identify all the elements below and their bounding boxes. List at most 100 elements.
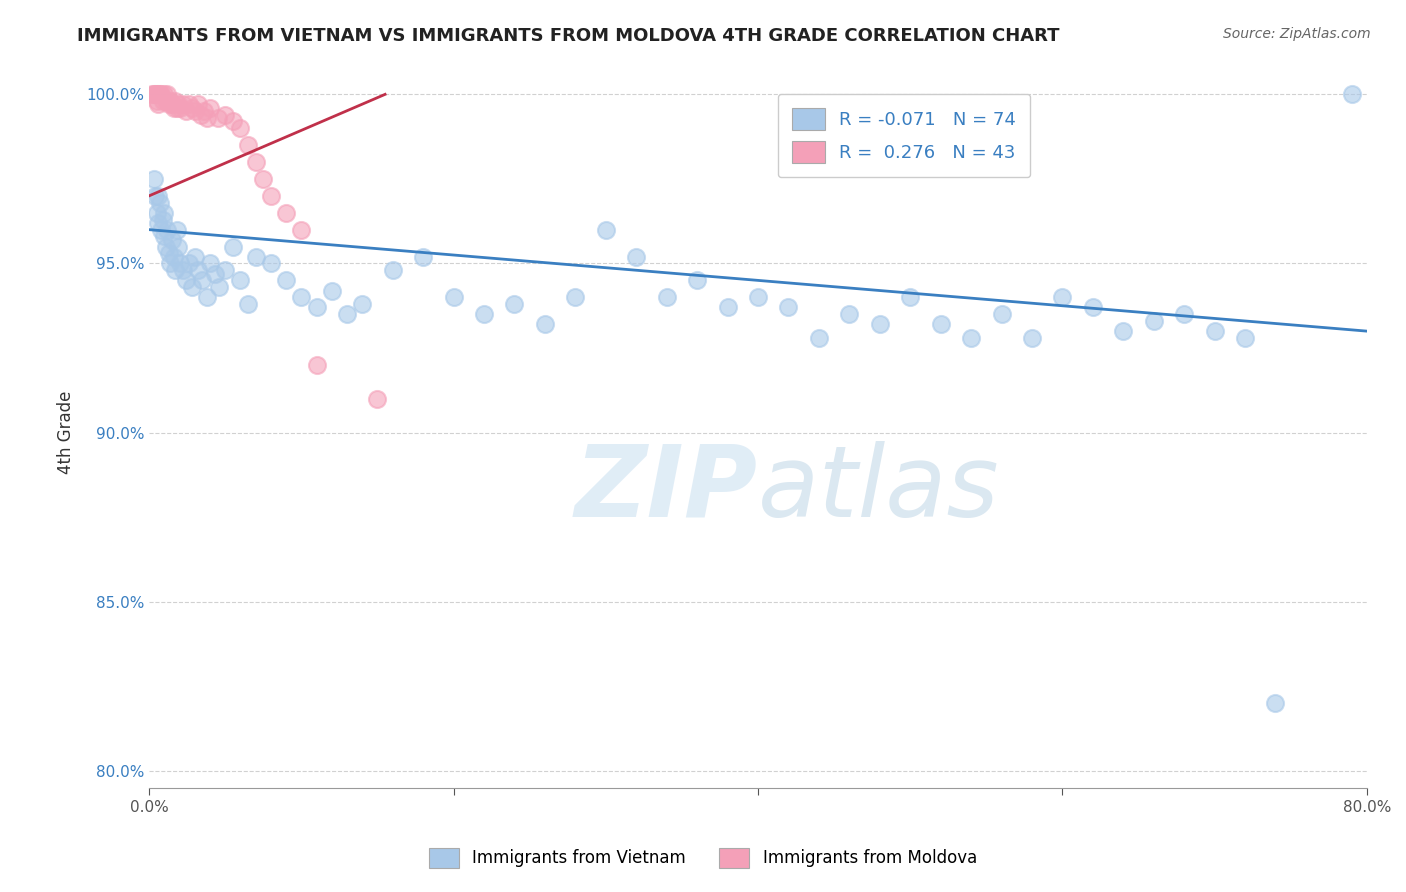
Point [204,267,226,281]
Point [1234,331,1257,345]
Point [1052,290,1074,304]
Point [1081,301,1104,315]
Point [169,256,191,270]
Point [626,250,648,264]
Point [157,97,180,112]
Point [1264,696,1286,710]
Y-axis label: 4th Grade: 4th Grade [58,391,75,475]
Point [276,205,298,219]
Point [190,108,212,122]
Point [141,87,163,102]
Point [142,87,165,102]
Point [150,222,173,236]
Point [162,101,184,115]
Point [160,233,183,247]
Point [142,172,165,186]
Point [245,155,267,169]
Point [149,195,172,210]
Point [193,104,215,119]
Point [148,189,170,203]
Point [443,290,465,304]
Point [145,205,167,219]
Point [145,94,167,108]
Point [747,290,769,304]
Point [166,101,188,115]
Point [172,263,194,277]
Point [191,273,214,287]
Point [198,101,221,115]
Point [252,172,274,186]
Point [564,290,586,304]
Legend: R = -0.071   N = 74, R =  0.276   N = 43: R = -0.071 N = 74, R = 0.276 N = 43 [778,94,1031,178]
Point [503,297,526,311]
Point [160,97,183,112]
Point [167,239,190,253]
Point [150,87,173,102]
Point [157,246,180,260]
Point [352,297,374,311]
Point [321,284,343,298]
Point [195,111,218,125]
Point [214,108,236,122]
Point [716,301,738,315]
Point [184,104,207,119]
Point [898,290,921,304]
Point [148,97,170,112]
Point [260,256,283,270]
Point [229,121,252,136]
Text: ZIP: ZIP [575,441,758,538]
Point [869,318,891,332]
Point [1204,324,1226,338]
Point [148,216,170,230]
Point [153,87,176,102]
Point [155,94,177,108]
Point [155,239,177,253]
Text: atlas: atlas [758,441,1000,538]
Point [778,301,800,315]
Point [305,301,328,315]
Point [174,104,197,119]
Point [336,307,359,321]
Point [163,263,186,277]
Point [381,263,404,277]
Point [236,297,259,311]
Point [245,250,267,264]
Point [472,307,495,321]
Point [177,97,200,112]
Point [229,273,252,287]
Point [163,94,186,108]
Point [184,250,207,264]
Point [198,256,221,270]
Point [174,273,197,287]
Point [149,87,172,102]
Point [1143,314,1166,328]
Point [180,101,202,115]
Point [686,273,709,287]
Point [236,138,259,153]
Point [1112,324,1135,338]
Point [290,222,312,236]
Point [159,256,181,270]
Point [1340,87,1362,102]
Point [276,273,298,287]
Point [960,331,983,345]
Point [148,87,170,102]
Point [208,280,231,294]
Point [595,222,617,236]
Point [187,263,209,277]
Point [1021,331,1043,345]
Point [172,97,194,112]
Point [187,97,209,112]
Point [159,94,181,108]
Point [990,307,1012,321]
Point [214,263,236,277]
Point [152,94,174,108]
Point [156,222,179,236]
Point [655,290,678,304]
Point [534,318,557,332]
Point [166,222,188,236]
Point [145,87,167,102]
Point [222,239,245,253]
Point [153,229,176,244]
Point [156,87,179,102]
